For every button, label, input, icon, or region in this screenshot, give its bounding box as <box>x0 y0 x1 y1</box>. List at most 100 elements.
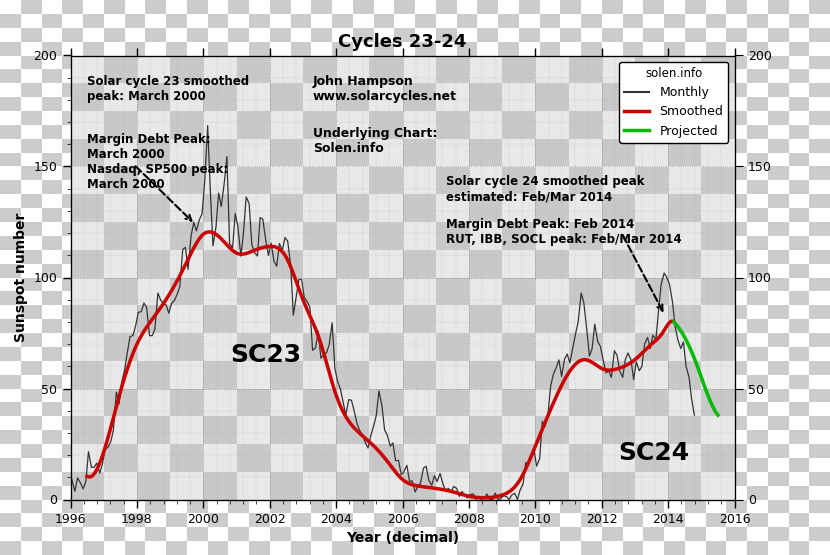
Bar <box>436 416 469 444</box>
Bar <box>535 56 569 83</box>
Bar <box>502 278 535 305</box>
Bar <box>569 444 602 472</box>
Bar <box>635 278 668 305</box>
Bar <box>104 388 137 416</box>
Bar <box>104 416 137 444</box>
Bar <box>701 250 735 278</box>
Bar <box>303 444 336 472</box>
Bar <box>502 56 535 83</box>
Bar <box>535 472 569 500</box>
Bar <box>668 333 701 361</box>
Bar <box>170 194 203 222</box>
Bar <box>336 444 369 472</box>
Bar <box>170 278 203 305</box>
Bar <box>668 111 701 139</box>
Bar <box>602 361 635 388</box>
Bar <box>668 139 701 166</box>
Bar <box>602 56 635 83</box>
Bar <box>701 333 735 361</box>
Bar <box>668 278 701 305</box>
Bar <box>569 278 602 305</box>
Bar <box>635 111 668 139</box>
Bar <box>369 305 403 333</box>
Bar <box>203 111 237 139</box>
Text: SC24: SC24 <box>618 441 690 465</box>
Bar <box>635 56 668 83</box>
X-axis label: Year (decimal): Year (decimal) <box>346 531 459 545</box>
Bar <box>170 222 203 250</box>
Bar <box>535 305 569 333</box>
Bar <box>203 333 237 361</box>
Bar <box>71 139 104 166</box>
Bar <box>203 194 237 222</box>
Bar <box>569 416 602 444</box>
Bar <box>535 416 569 444</box>
Bar <box>436 305 469 333</box>
Bar <box>170 111 203 139</box>
Bar <box>701 83 735 111</box>
Bar <box>270 416 303 444</box>
Bar <box>104 361 137 388</box>
Bar <box>668 83 701 111</box>
Bar <box>436 361 469 388</box>
Bar <box>569 472 602 500</box>
Bar <box>569 222 602 250</box>
Bar <box>436 472 469 500</box>
Bar <box>369 416 403 444</box>
Bar <box>369 83 403 111</box>
Bar <box>237 444 270 472</box>
Bar <box>71 361 104 388</box>
Text: SC23: SC23 <box>230 343 301 367</box>
Bar <box>137 472 170 500</box>
Bar <box>369 278 403 305</box>
Bar <box>535 250 569 278</box>
Bar <box>170 361 203 388</box>
Y-axis label: Sunspot number: Sunspot number <box>14 213 28 342</box>
Bar <box>403 111 436 139</box>
Bar <box>336 222 369 250</box>
Bar <box>237 250 270 278</box>
Bar <box>336 278 369 305</box>
Bar <box>469 56 502 83</box>
Bar <box>602 333 635 361</box>
Bar <box>336 111 369 139</box>
Text: Solar cycle 24 smoothed peak
estimated: Feb/Mar 2014: Solar cycle 24 smoothed peak estimated: … <box>446 175 644 203</box>
Bar <box>336 139 369 166</box>
Bar <box>469 361 502 388</box>
Bar <box>668 388 701 416</box>
Bar <box>701 194 735 222</box>
Bar <box>336 305 369 333</box>
Bar <box>436 111 469 139</box>
Bar <box>170 166 203 194</box>
Bar <box>270 444 303 472</box>
Bar <box>403 333 436 361</box>
Bar <box>436 166 469 194</box>
Bar <box>369 166 403 194</box>
Bar <box>469 472 502 500</box>
Bar <box>469 333 502 361</box>
Bar <box>535 139 569 166</box>
Bar <box>336 333 369 361</box>
Bar <box>668 472 701 500</box>
Bar <box>469 388 502 416</box>
Bar <box>369 250 403 278</box>
Bar <box>701 388 735 416</box>
Bar <box>336 194 369 222</box>
Bar <box>469 83 502 111</box>
Text: Margin Debt Peak:
March 2000
Nasdaq, SP500 peak:
March 2000: Margin Debt Peak: March 2000 Nasdaq, SP5… <box>87 133 228 191</box>
Bar <box>436 444 469 472</box>
Bar <box>668 416 701 444</box>
Text: Margin Debt Peak: Feb 2014
RUT, IBB, SOCL peak: Feb/Mar 2014: Margin Debt Peak: Feb 2014 RUT, IBB, SOC… <box>446 218 681 245</box>
Bar <box>104 139 137 166</box>
Bar <box>137 194 170 222</box>
Bar <box>137 56 170 83</box>
Bar <box>270 111 303 139</box>
Bar <box>436 56 469 83</box>
Bar <box>602 444 635 472</box>
Bar <box>635 250 668 278</box>
Bar <box>303 416 336 444</box>
Bar <box>403 166 436 194</box>
Bar <box>602 250 635 278</box>
Bar <box>104 111 137 139</box>
Bar <box>436 333 469 361</box>
